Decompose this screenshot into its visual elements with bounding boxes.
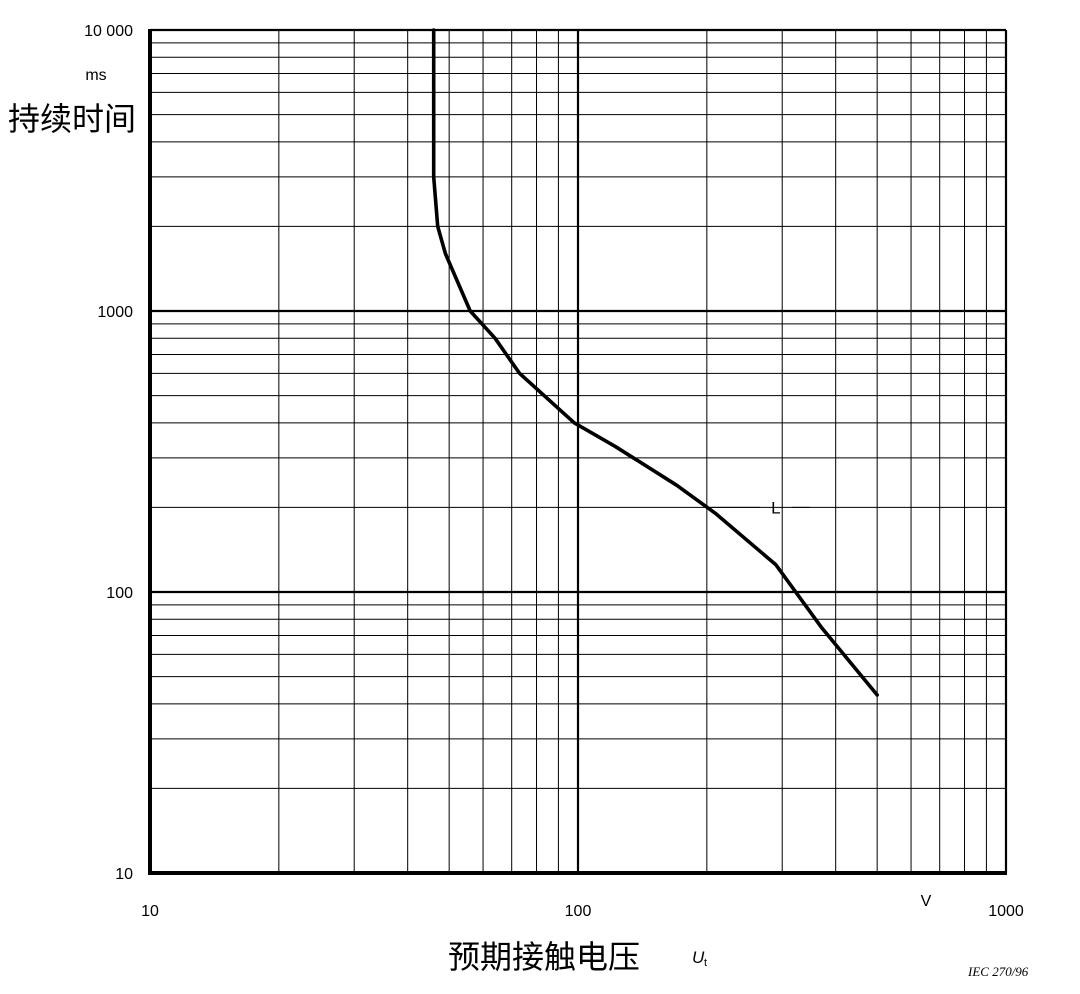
y-tick-label: 10 <box>115 866 133 883</box>
x-tick-labels: 10 100 1000 <box>141 903 1024 920</box>
curve-layer: L <box>431 28 880 697</box>
plot-frame <box>148 29 1007 875</box>
y-tick-label: 10 000 <box>84 23 133 40</box>
y-tick-labels: 10 100 1000 10 000 <box>84 23 133 883</box>
x-tick-label: 1000 <box>988 903 1024 920</box>
x-tick-label: 10 <box>141 903 159 920</box>
y-tick-label: 100 <box>106 585 133 602</box>
source-note: IEC 270/96 <box>967 964 1029 979</box>
x-tick-label: 100 <box>565 903 592 920</box>
y-unit-label: ms <box>85 67 106 84</box>
series-label: L <box>771 498 780 517</box>
x-axis-title: 预期接触电压 <box>448 938 640 976</box>
series-line-1 <box>431 28 880 697</box>
x-axis-symbol: U <box>692 948 705 967</box>
x-unit-label: V <box>921 893 932 910</box>
y-axis-title: 持续时间 <box>8 100 136 138</box>
x-axis-symbol-subscript: t <box>704 957 707 969</box>
y-tick-label: 1000 <box>97 304 133 321</box>
